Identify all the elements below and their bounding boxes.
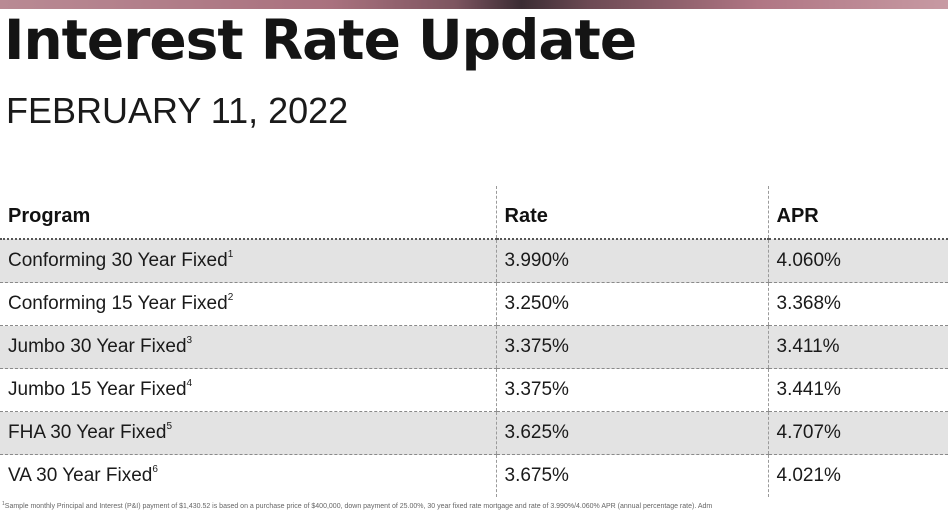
rate-cell: 3.990% bbox=[495, 239, 768, 283]
column-header-program: Program bbox=[0, 186, 496, 240]
rate-cell: 3.250% bbox=[495, 282, 768, 326]
apr-cell: 4.707% bbox=[767, 411, 948, 455]
program-name: FHA 30 Year Fixed bbox=[8, 422, 167, 443]
table-row: Conforming 30 Year Fixed1 3.990% 4.060% bbox=[0, 239, 948, 283]
table-row: Jumbo 15 Year Fixed4 3.375% 3.441% bbox=[0, 368, 948, 412]
program-name: Conforming 30 Year Fixed bbox=[8, 250, 228, 271]
footnote-ref: 3 bbox=[186, 335, 193, 346]
apr-cell: 4.021% bbox=[767, 454, 948, 497]
footnote-ref: 1 bbox=[227, 249, 234, 260]
program-cell: Conforming 30 Year Fixed1 bbox=[0, 239, 496, 283]
page-title: Interest Rate Update bbox=[4, 8, 637, 72]
disclosure-footnote: 1Sample monthly Principal and Interest (… bbox=[2, 500, 948, 511]
table-row: Jumbo 30 Year Fixed3 3.375% 3.411% bbox=[0, 325, 948, 369]
apr-cell: 3.441% bbox=[767, 368, 948, 412]
table-row: Conforming 15 Year Fixed2 3.250% 3.368% bbox=[0, 282, 948, 326]
program-cell: Jumbo 15 Year Fixed4 bbox=[0, 368, 496, 412]
program-cell: Jumbo 30 Year Fixed3 bbox=[0, 325, 496, 369]
rate-cell: 3.375% bbox=[495, 325, 768, 369]
program-cell: VA 30 Year Fixed6 bbox=[0, 455, 496, 498]
program-cell: Conforming 15 Year Fixed2 bbox=[0, 282, 496, 326]
footnote-ref: 5 bbox=[166, 421, 172, 432]
rate-cell: 3.675% bbox=[495, 454, 768, 497]
footnote-marker: 1 bbox=[2, 501, 5, 507]
page-date: FEBRUARY 11, 2022 bbox=[6, 90, 349, 131]
footnote-ref: 4 bbox=[186, 378, 193, 389]
table-row: FHA 30 Year Fixed5 3.625% 4.707% bbox=[0, 411, 948, 455]
apr-cell: 4.060% bbox=[767, 239, 948, 283]
program-name: VA 30 Year Fixed bbox=[8, 465, 153, 486]
apr-cell: 3.368% bbox=[767, 282, 948, 326]
rate-table: Program Rate APR Conforming 30 Year Fixe… bbox=[0, 186, 948, 497]
rate-cell: 3.625% bbox=[495, 411, 768, 455]
footnote-text: Sample monthly Principal and Interest (P… bbox=[4, 503, 713, 510]
footnote-ref: 6 bbox=[152, 464, 158, 475]
program-name: Conforming 15 Year Fixed bbox=[8, 293, 228, 314]
column-header-rate: Rate bbox=[495, 186, 768, 240]
table-row: VA 30 Year Fixed6 3.675% 4.021% bbox=[0, 454, 948, 498]
header-banner-image bbox=[0, 0, 948, 9]
table-header-row: Program Rate APR bbox=[0, 186, 948, 240]
footnote-ref: 2 bbox=[227, 292, 234, 303]
program-cell: FHA 30 Year Fixed5 bbox=[0, 411, 496, 455]
program-name: Jumbo 15 Year Fixed bbox=[8, 379, 187, 400]
program-name: Jumbo 30 Year Fixed bbox=[8, 336, 187, 357]
column-header-apr: APR bbox=[767, 186, 948, 240]
rate-cell: 3.375% bbox=[495, 368, 768, 412]
apr-cell: 3.411% bbox=[767, 325, 948, 369]
